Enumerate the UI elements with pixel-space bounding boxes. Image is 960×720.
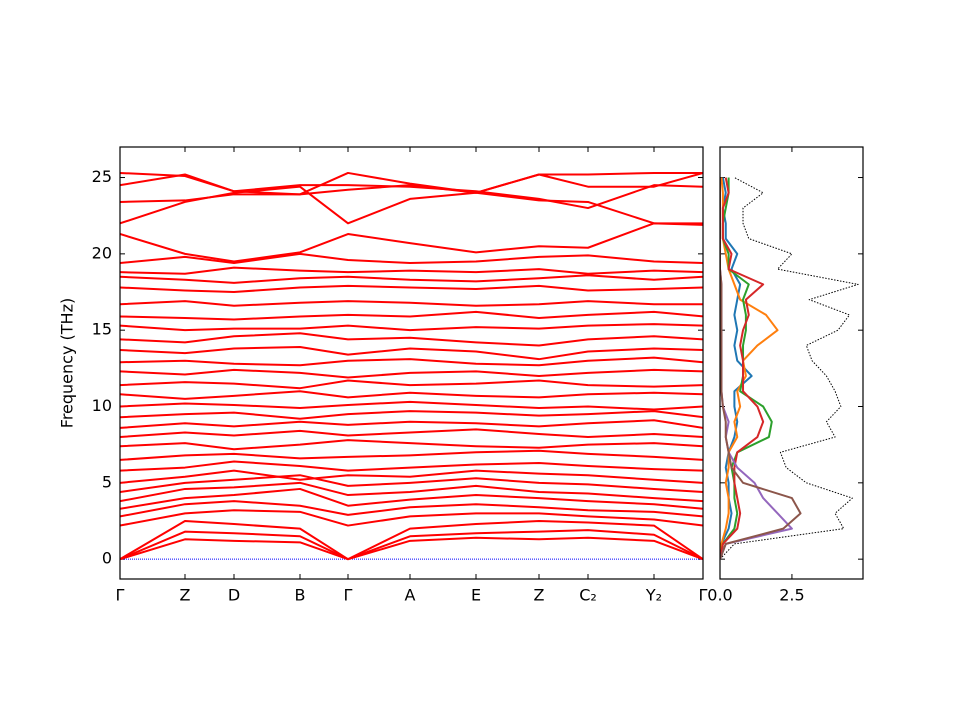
band-line	[120, 519, 703, 561]
band-line	[120, 184, 703, 225]
band-line	[120, 419, 703, 429]
band-line	[120, 266, 703, 275]
y-tick-label: 15	[92, 320, 112, 339]
x-tick-label: 0.0	[707, 586, 732, 605]
band-line	[120, 400, 703, 411]
band-line	[120, 323, 703, 332]
band-line	[120, 390, 703, 400]
axes-frame	[719, 146, 864, 580]
band-line	[120, 428, 703, 439]
y-tick-label: 0	[102, 549, 112, 568]
dos-line	[720, 177, 765, 560]
x-tick-label: 2.5	[779, 586, 804, 605]
band-line	[120, 368, 703, 379]
band-line	[120, 449, 703, 461]
y-axis-label: Frequency (THz)	[58, 298, 77, 428]
band-line	[120, 379, 703, 390]
band-line	[120, 509, 703, 527]
band-line	[120, 222, 703, 263]
band-line	[120, 284, 703, 294]
band-line	[120, 481, 703, 503]
band-line	[120, 173, 703, 210]
x-tick-label: Z	[180, 586, 191, 605]
total-dos-line	[720, 177, 859, 560]
y-tick-label: 10	[92, 396, 112, 415]
y-tick-label: 25	[92, 167, 112, 186]
y-tick-label: 5	[102, 472, 112, 491]
band-line	[120, 345, 703, 361]
x-tick-label: C₂	[579, 586, 597, 605]
y-tick-label: 20	[92, 243, 112, 262]
band-line	[120, 500, 703, 518]
band-line	[120, 460, 703, 472]
x-tick-label: Z	[534, 586, 545, 605]
x-tick-label: Γ	[344, 586, 353, 605]
band-line	[120, 310, 703, 321]
x-tick-label: E	[471, 586, 481, 605]
band-line	[120, 439, 703, 451]
band-line	[120, 171, 703, 196]
band-line	[120, 356, 703, 367]
x-tick-label: A	[405, 586, 416, 605]
band-line	[120, 536, 703, 561]
x-tick-label: D	[228, 586, 240, 605]
x-tick-label: B	[295, 586, 306, 605]
band-line	[120, 274, 703, 284]
band-line	[120, 410, 703, 420]
band-line	[120, 300, 703, 307]
band-line	[120, 487, 703, 510]
x-tick-label: Y₂	[645, 586, 662, 605]
dos-line	[720, 177, 802, 560]
dos-line	[720, 177, 793, 560]
band-line	[120, 469, 703, 484]
band-line	[120, 252, 703, 265]
x-tick-label: Γ	[699, 586, 708, 605]
x-tick-label: Γ	[116, 586, 125, 605]
axes-frame	[119, 146, 704, 580]
dos-line	[720, 177, 779, 560]
band-line	[120, 474, 703, 493]
band-line	[120, 529, 703, 561]
band-line	[120, 332, 703, 347]
